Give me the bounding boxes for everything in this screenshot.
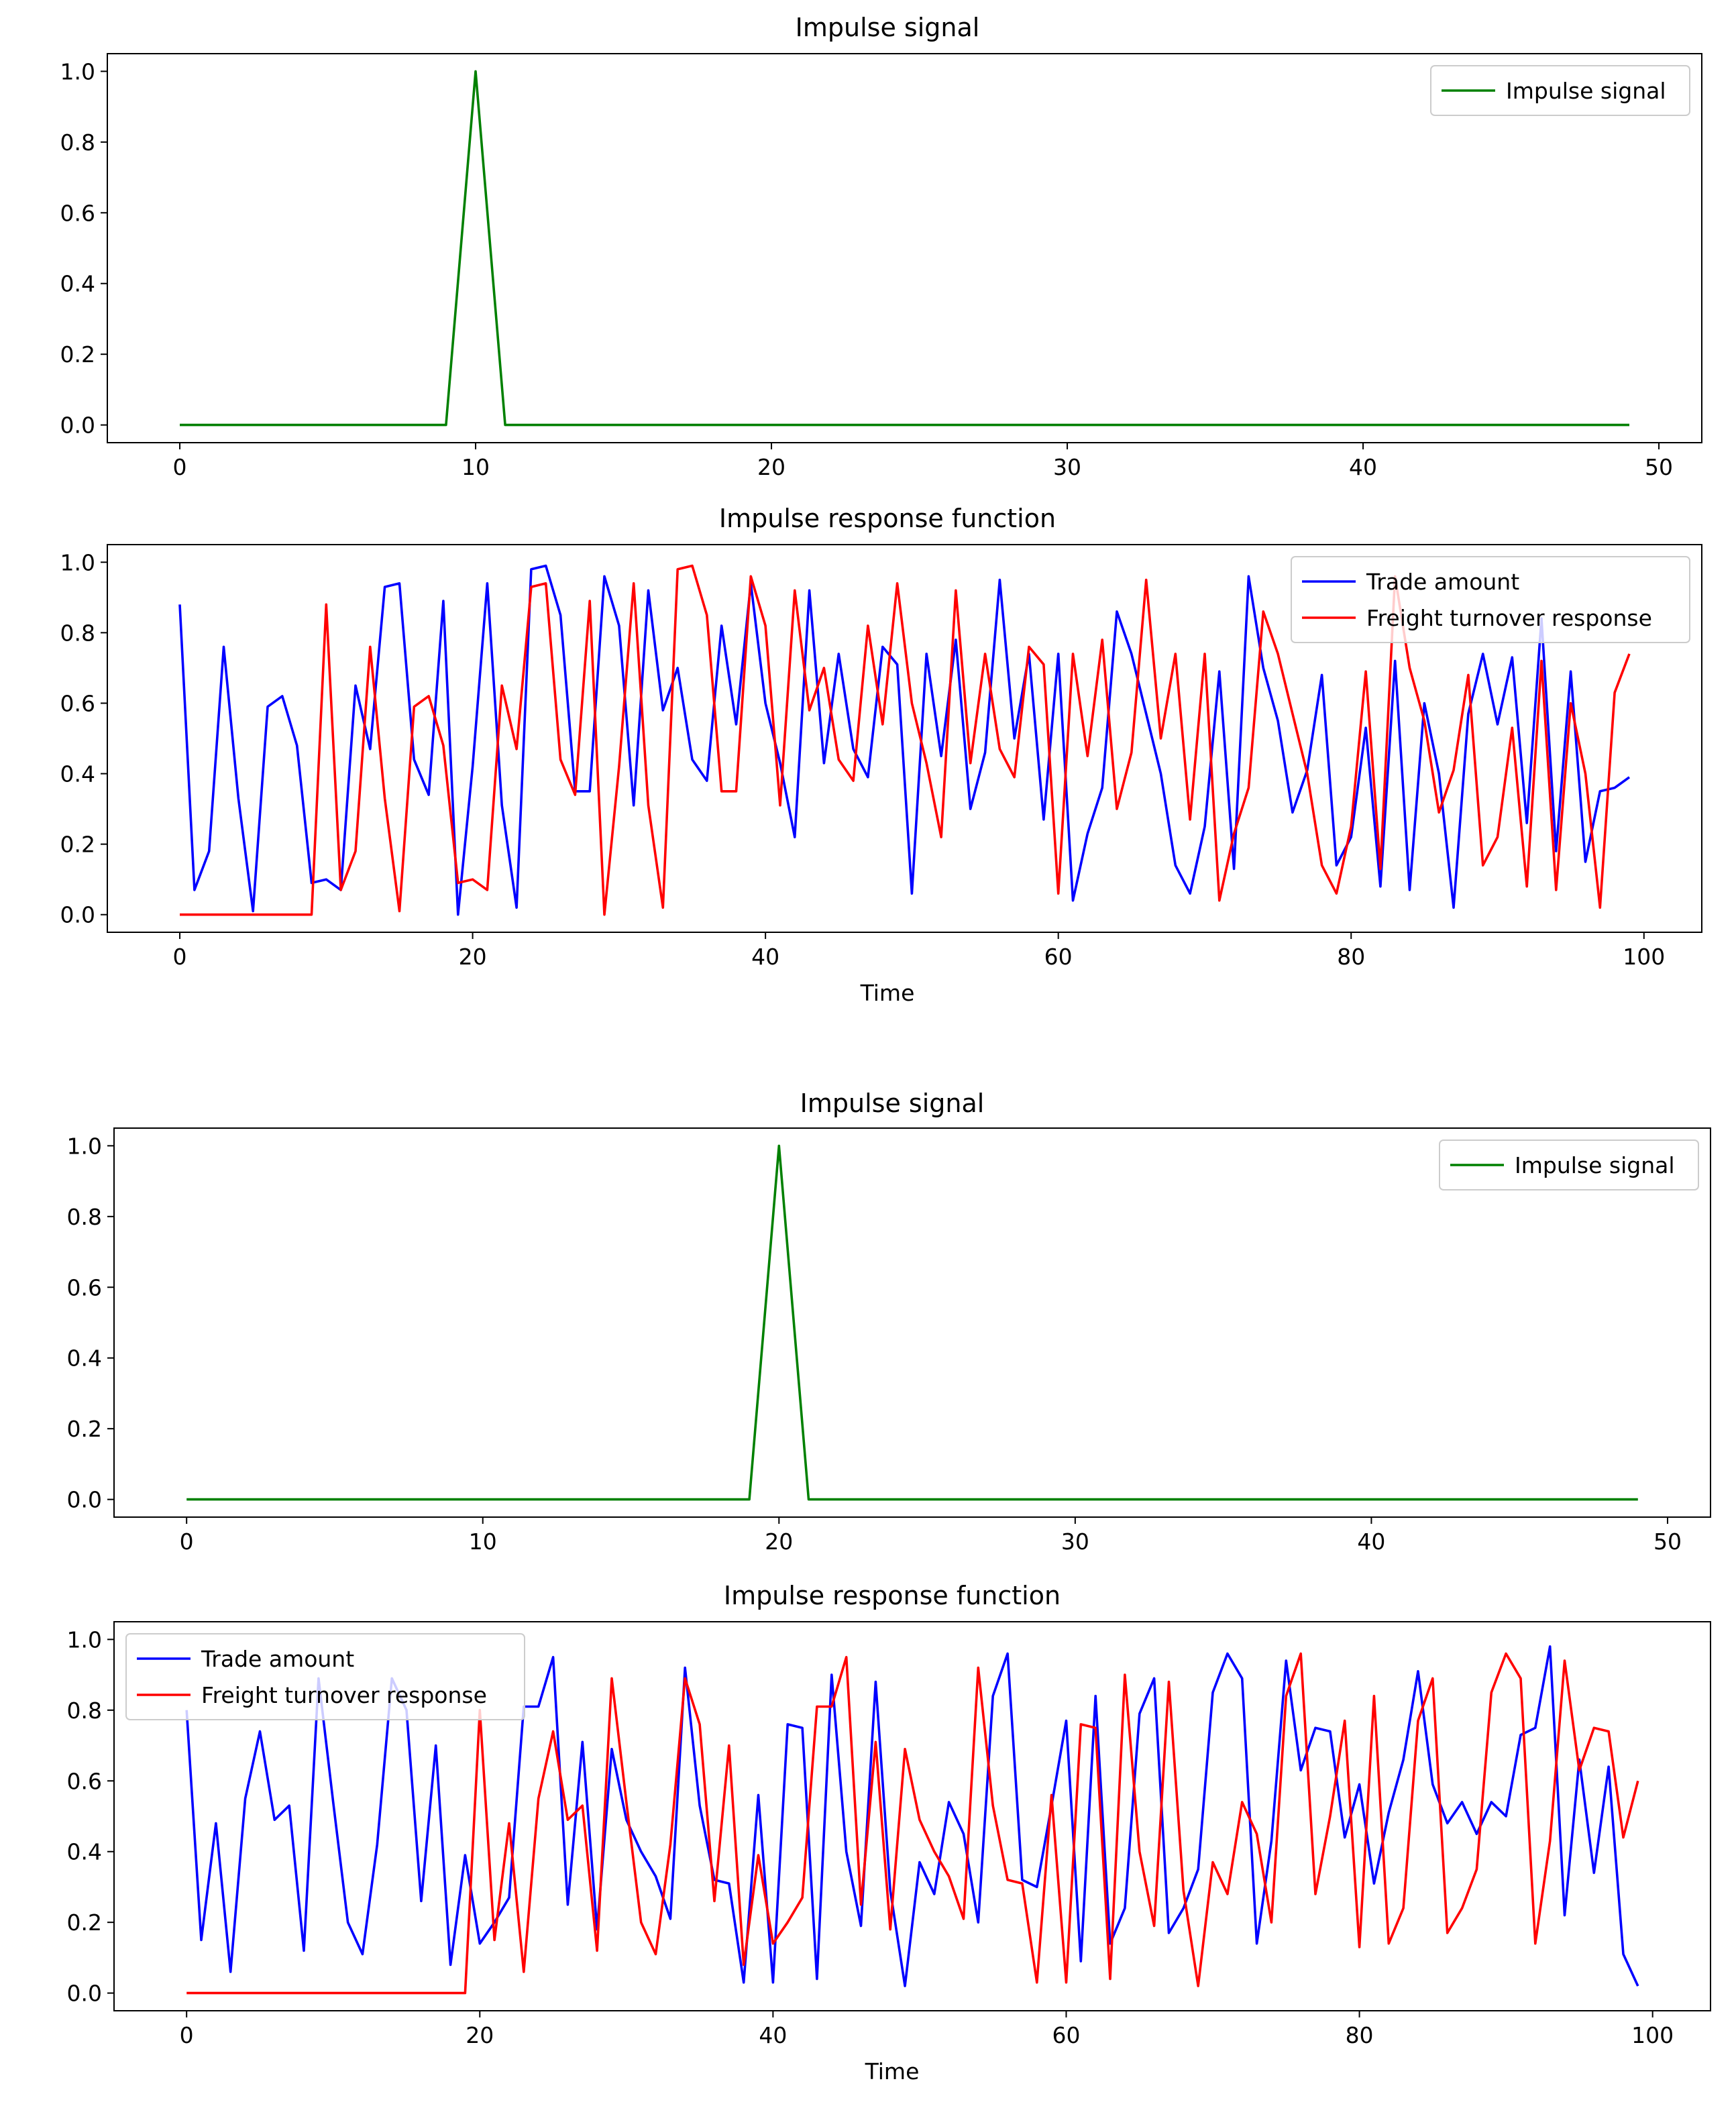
axes-frame	[107, 544, 1702, 933]
x-tick-label: 60	[1052, 2022, 1080, 2048]
legend-label: Freight turnover response	[1366, 605, 1652, 631]
legend-label: Trade amount	[201, 1646, 354, 1672]
x-tick-label: 20	[459, 944, 487, 970]
legend-frame	[1430, 65, 1690, 116]
x-tick-label: 30	[1053, 454, 1081, 480]
legend: Impulse signal	[1439, 1140, 1699, 1190]
y-tick-label: 0.8	[67, 1698, 102, 1724]
y-tick-label: 0.6	[60, 690, 95, 716]
panel-bottom-response: Impulse response function Time 0 20 40 60 80…	[67, 1581, 1711, 2085]
x-tick-label: 40	[1349, 454, 1377, 480]
legend-label: Impulse signal	[1515, 1152, 1675, 1178]
x-axis-label: Time	[860, 980, 915, 1006]
x-tick-label: 0	[180, 2022, 194, 2048]
x-tick-label: 60	[1044, 944, 1073, 970]
y-tick-label: 0.0	[60, 902, 95, 928]
x-tick-label: 50	[1653, 1529, 1682, 1555]
x-tick-label: 0	[180, 1529, 194, 1555]
y-tick-label: 0.6	[67, 1274, 102, 1300]
x-tick-label: 40	[1357, 1529, 1385, 1555]
y-tick-label: 0.4	[60, 271, 95, 297]
y-tick-label: 0.8	[60, 129, 95, 156]
chart-title: Impulse response function	[719, 504, 1056, 533]
panel-top-impulse: Impulse signal 0 10 20 30 40 50 0.0 0.2 0.4 0.6 0.…	[60, 13, 1702, 480]
legend-label: Freight turnover response	[201, 1682, 487, 1708]
y-tick-label: 1.0	[67, 1626, 102, 1653]
x-tick-label: 0	[173, 944, 187, 970]
y-tick-label: 0.8	[60, 620, 95, 646]
series-line-impulse-signal	[180, 70, 1629, 427]
x-axis-label: Time	[865, 2058, 920, 2085]
axes-frame	[107, 53, 1702, 443]
x-tick-label: 80	[1346, 2022, 1374, 2048]
legend: Impulse signal	[1430, 65, 1690, 116]
y-tick-label: 0.4	[60, 761, 95, 787]
panel-top-response: Impulse response function Time 0 20 40 60 80…	[60, 504, 1702, 1006]
y-tick-label: 1.0	[67, 1133, 102, 1159]
legend: Trade amount Freight turnover response	[125, 1633, 525, 1720]
x-tick-label: 40	[759, 2022, 787, 2048]
x-tick-label: 50	[1645, 454, 1673, 480]
y-tick-label: 0.2	[67, 1909, 102, 1936]
y-tick-label: 0.8	[67, 1204, 102, 1230]
y-tick-label: 0.2	[60, 832, 95, 858]
y-tick-label: 0.4	[67, 1345, 102, 1372]
panel-bottom-impulse: Impulse signal 0 10 20 30 40 50 0.0 0.2 0.4 0.6 0.…	[67, 1089, 1711, 1555]
series-line-freight-turnover-response	[186, 1652, 1639, 1995]
legend-label: Impulse signal	[1506, 78, 1666, 104]
series-line-freight-turnover-response	[180, 564, 1631, 916]
y-tick-label: 0.0	[67, 1487, 102, 1513]
axes-frame	[113, 1127, 1711, 1518]
series-line-impulse-signal	[186, 1144, 1638, 1501]
x-tick-label: 30	[1061, 1529, 1089, 1555]
y-tick-label: 0.4	[67, 1839, 102, 1865]
y-tick-label: 1.0	[60, 58, 95, 85]
legend: Trade amount Freight turnover response	[1291, 556, 1690, 643]
x-tick-label: 10	[462, 454, 490, 480]
x-tick-label: 20	[765, 1529, 793, 1555]
legend-frame	[125, 1633, 525, 1720]
x-tick-label: 20	[757, 454, 785, 480]
legend-label: Trade amount	[1366, 569, 1519, 595]
chart-title: Impulse signal	[796, 13, 980, 42]
x-tick-label: 80	[1337, 944, 1365, 970]
y-tick-label: 0.2	[60, 341, 95, 368]
y-tick-label: 0.2	[67, 1416, 102, 1442]
y-tick-label: 1.0	[60, 549, 95, 575]
series-line-trade-amount	[178, 564, 1631, 916]
axes-frame	[113, 1621, 1711, 2011]
legend-frame	[1439, 1140, 1699, 1190]
x-tick-label: 10	[469, 1529, 497, 1555]
x-tick-label: 0	[173, 454, 187, 480]
y-tick-label: 0.6	[60, 200, 95, 226]
x-tick-label: 20	[466, 2022, 494, 2048]
y-tick-label: 0.0	[60, 412, 95, 439]
x-tick-label: 100	[1623, 944, 1665, 970]
chart-title: Impulse response function	[724, 1581, 1061, 1610]
x-tick-label: 40	[751, 944, 779, 970]
x-tick-label: 100	[1631, 2022, 1674, 2048]
y-tick-label: 0.6	[67, 1768, 102, 1794]
y-tick-label: 0.0	[67, 1981, 102, 2007]
series-line-trade-amount	[185, 1645, 1639, 1987]
legend-frame	[1291, 556, 1690, 643]
chart-title: Impulse signal	[800, 1089, 985, 1118]
